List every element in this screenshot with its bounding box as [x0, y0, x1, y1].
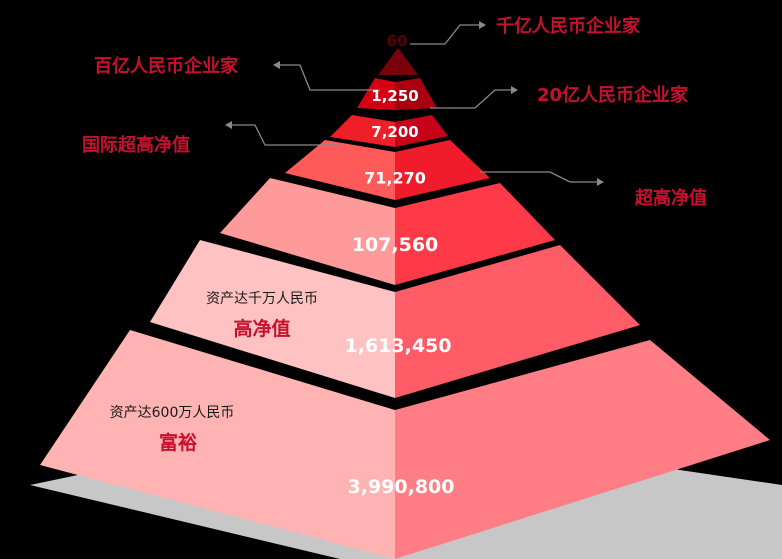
tier-5-left-face — [220, 178, 395, 285]
tier-7-description: 资产达600万人民币 — [109, 405, 235, 421]
tier-1-count: 60 — [386, 32, 408, 50]
leader-line-twenty-billion — [430, 89, 512, 109]
tier-7-count: 3,990,800 — [347, 476, 455, 498]
tier-6-right-face — [395, 245, 640, 398]
tier-3-left-face — [330, 115, 395, 147]
tier-3-right-face — [395, 115, 448, 147]
callout-hundred-billion: 百亿人民币企业家 — [94, 56, 238, 77]
tier-6-description: 资产达千万人民币 — [206, 291, 318, 307]
tier-4-count: 71,270 — [364, 168, 426, 188]
tier-7-left-face — [40, 330, 395, 559]
leader-line-hundred-billion — [280, 64, 380, 91]
callout-uhnw: 超高净值 — [635, 188, 707, 209]
arrow-head-hundred-billion — [273, 61, 280, 69]
tier-2-right-face — [395, 78, 437, 110]
tier-6-count: 1,613,450 — [344, 335, 452, 357]
callout-twenty-billion: 20亿人民币企业家 — [537, 85, 689, 106]
tier-4-left-face — [285, 140, 395, 200]
callout-top: 千亿人民币企业家 — [496, 16, 640, 37]
arrow-head-intl-uhnw — [225, 121, 232, 129]
leader-line-uhnw — [480, 171, 598, 183]
callout-intl-uhnw: 国际超高净值 — [82, 135, 190, 156]
tier-2-count: 1,250 — [371, 87, 419, 105]
tier-5-count: 107,560 — [351, 234, 439, 256]
arrow-head-twenty-billion — [511, 86, 518, 94]
tier-7-right-face — [395, 340, 770, 559]
leader-line-intl-uhnw — [232, 124, 340, 146]
arrow-head-uhnw — [597, 178, 604, 186]
tier-1-apex — [378, 48, 418, 75]
tier-5-right-face — [395, 183, 555, 285]
leader-line-top — [410, 24, 480, 45]
tier-2-left-face — [357, 78, 395, 110]
arrow-head-top — [479, 21, 486, 29]
tier-7-category: 富裕 — [158, 432, 198, 454]
tier-3-count: 7,200 — [371, 123, 419, 141]
tier-6-category: 高净值 — [233, 318, 291, 340]
tier-6-left-face — [150, 240, 395, 398]
tier-4-right-face — [395, 140, 490, 200]
